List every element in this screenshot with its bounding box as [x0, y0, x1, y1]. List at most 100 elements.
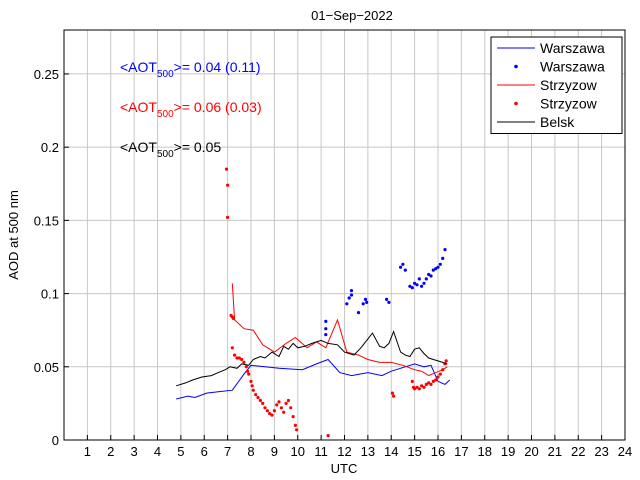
warszawa-point [438, 262, 442, 266]
y-tick-label: 0.2 [41, 140, 59, 155]
strzyzow-point [326, 434, 330, 438]
x-tick-label: 9 [271, 444, 278, 459]
legend-label: Belsk [540, 114, 575, 130]
strzyzow-point [224, 167, 229, 171]
strzyzow-point [392, 394, 396, 398]
warszawa-point [410, 286, 414, 290]
annotation-prefix: <AOT [120, 59, 157, 75]
annotation-value: >= 0.04 (0.11) [174, 59, 261, 75]
strzyzow-point [291, 415, 295, 419]
warszawa-point [324, 327, 328, 331]
x-tick-label: 1 [84, 444, 91, 459]
x-tick-label: 20 [524, 444, 538, 459]
warszawa-point [365, 300, 369, 304]
x-tick-label: 4 [154, 444, 161, 459]
x-tick-label: 8 [247, 444, 254, 459]
strzyzow-point [235, 356, 239, 360]
strzyzow-point [261, 401, 265, 405]
strzyzow-point [265, 409, 269, 413]
warszawa-point [424, 277, 428, 281]
y-tick-label: 0 [52, 433, 59, 448]
aot-annotation: <AOT500>= 0.05 [120, 139, 221, 160]
strzyzow-point [390, 391, 394, 395]
annotation-value: >= 0.05 [174, 139, 222, 155]
y-axis-ticks: 0 0.05 0.1 0.15 0.2 0.25 [34, 67, 69, 448]
x-axis-label: UTC [331, 461, 358, 476]
strzyzow-point [293, 423, 297, 427]
strzyzow-point [250, 384, 254, 388]
strzyzow-point [410, 379, 414, 383]
strzyzow-point [268, 412, 272, 416]
x-tick-label: 23 [594, 444, 608, 459]
warszawa-point [403, 268, 407, 272]
x-tick-label: 6 [201, 444, 208, 459]
warszawa-point [420, 284, 424, 288]
y-tick-label: 0.1 [41, 287, 59, 302]
series-layer [176, 167, 451, 438]
legend-label: Warszawa [540, 59, 605, 75]
warszawa-point [356, 311, 361, 315]
warszawa-point [417, 277, 421, 281]
strzyzow-point [444, 359, 448, 363]
belsk-line [176, 330, 448, 387]
warszawa-line [176, 358, 451, 400]
x-tick-label: 19 [501, 444, 515, 459]
strzyzow-point [279, 406, 283, 410]
warszawa-point [434, 267, 438, 271]
strzyzow-point [254, 393, 258, 397]
legend-marker-swatch [514, 64, 518, 69]
x-tick-label: 2 [107, 444, 114, 459]
warszawa-point [441, 256, 445, 260]
strzyzow-point [233, 353, 237, 357]
warszawa-point [324, 319, 328, 323]
strzyzow-point [249, 379, 253, 383]
warszawa-point [408, 284, 412, 288]
strzyzow-point [226, 215, 230, 219]
strzyzow-point [272, 409, 276, 413]
strzyzow-point [289, 406, 293, 410]
warszawa-point [349, 293, 354, 297]
y-tick-label: 0.05 [34, 360, 59, 375]
x-tick-label: 10 [291, 444, 305, 459]
warszawa-point [401, 262, 405, 266]
strzyzow-point [226, 183, 230, 187]
x-tick-label: 16 [431, 444, 445, 459]
strzyzow-point [282, 410, 286, 414]
strzyzow-point [441, 368, 445, 372]
x-tick-label: 18 [478, 444, 492, 459]
annotation-prefix: <AOT [120, 139, 157, 155]
x-tick-label: 14 [384, 444, 398, 459]
chart-title: 01−Sep−2022 [311, 8, 393, 23]
warszawa-point [436, 265, 440, 269]
legend-label: Strzyzow [540, 77, 598, 93]
annotation-value: >= 0.06 (0.03) [174, 99, 262, 115]
warszawa-point [361, 302, 365, 306]
strzyzow-point [413, 387, 417, 391]
x-tick-label: 13 [361, 444, 375, 459]
strzyzow-point [242, 360, 246, 364]
strzyzow-point [256, 395, 260, 400]
annotation-subscript: 500 [157, 149, 174, 160]
strzyzow-point [438, 372, 442, 376]
warszawa-point [345, 302, 349, 306]
strzyzow-point [263, 406, 267, 410]
strzyzow-point [284, 401, 288, 405]
legend-label: Warszawa [540, 40, 605, 56]
legend: Warszawa Warszawa Strzyzow Strzyzow Belsk [490, 36, 623, 134]
legend-marker-swatch [514, 101, 518, 106]
strzyzow-point [422, 385, 426, 389]
strzyzow-point [286, 398, 290, 403]
warszawa-point [399, 265, 403, 269]
annotation-subscript: 500 [157, 109, 174, 120]
warszawa-point [349, 289, 354, 293]
warszawa-point [385, 297, 389, 301]
strzyzow-point [420, 384, 424, 388]
warszawa-point [415, 283, 419, 287]
warszawa-point [427, 272, 431, 277]
strzyzow-point [270, 413, 274, 417]
strzyzow-point [295, 428, 299, 432]
x-tick-label: 21 [548, 444, 562, 459]
x-tick-label: 24 [618, 444, 632, 459]
strzyzow-line [231, 283, 448, 377]
